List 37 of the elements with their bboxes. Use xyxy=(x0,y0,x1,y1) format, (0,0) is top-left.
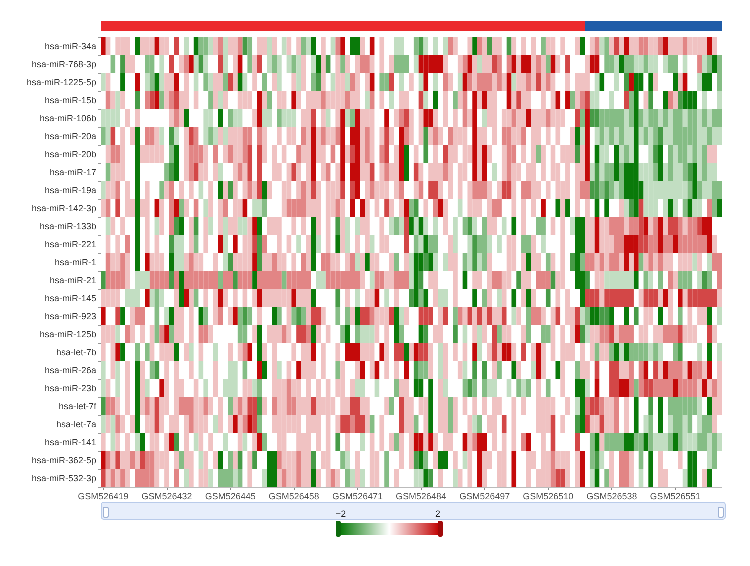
y-tick-label: hsa-miR-15b xyxy=(44,96,96,106)
x-tick-label: GSM526538 xyxy=(586,492,638,502)
x-tick-label: GSM526419 xyxy=(78,492,129,502)
y-tick-label: hsa-miR-21 xyxy=(50,276,96,286)
x-tick-label: GSM526510 xyxy=(523,492,574,502)
y-tick-label: hsa-miR-26a xyxy=(44,366,96,376)
y-tick-label: hsa-miR-768-3p xyxy=(32,60,96,70)
y-tick-label: hsa-miR-1225-5p xyxy=(26,78,96,88)
y-tick-label: hsa-miR-125b xyxy=(40,330,96,340)
y-tick-label: hsa-miR-106b xyxy=(40,114,96,124)
x-tick-label: GSM526471 xyxy=(332,492,383,502)
y-tick-label: hsa-miR-20b xyxy=(44,150,96,160)
y-tick-label: hsa-miR-23b xyxy=(44,384,96,394)
y-tick-label: hsa-let-7a xyxy=(56,420,96,430)
y-tick-label: hsa-miR-532-3p xyxy=(32,474,96,484)
y-tick-label: hsa-miR-141 xyxy=(44,438,96,448)
y-tick-label: hsa-miR-20a xyxy=(44,132,96,142)
y-tick-label: hsa-let-7f xyxy=(58,402,97,412)
y-tick-label: hsa-miR-362-5p xyxy=(32,456,96,466)
y-tick-label: hsa-miR-34a xyxy=(44,42,96,52)
color-bar-label: −2 xyxy=(336,509,346,519)
y-tick-label: hsa-miR-923 xyxy=(44,312,96,322)
y-tick-label: hsa-miR-17 xyxy=(50,168,96,178)
y-tick-label: hsa-miR-1 xyxy=(54,258,96,268)
x-tick-label: GSM526432 xyxy=(142,492,192,502)
x-tick-label: GSM526497 xyxy=(460,492,510,502)
x-tick-label: GSM526551 xyxy=(650,492,701,502)
y-tick-label: hsa-miR-19a xyxy=(44,186,96,196)
y-tick-label: hsa-miR-221 xyxy=(44,240,96,250)
x-tick-label: GSM526458 xyxy=(268,492,320,502)
y-tick-label: hsa-miR-142-3p xyxy=(32,204,96,214)
y-tick-label: hsa-let-7b xyxy=(56,348,96,358)
x-tick-label: GSM526484 xyxy=(396,492,447,502)
y-tick-label: hsa-miR-133b xyxy=(40,222,96,232)
x-tick-label: GSM526445 xyxy=(205,492,256,502)
color-bar-label: 2 xyxy=(435,509,441,519)
y-tick-label: hsa-miR-145 xyxy=(44,294,96,304)
